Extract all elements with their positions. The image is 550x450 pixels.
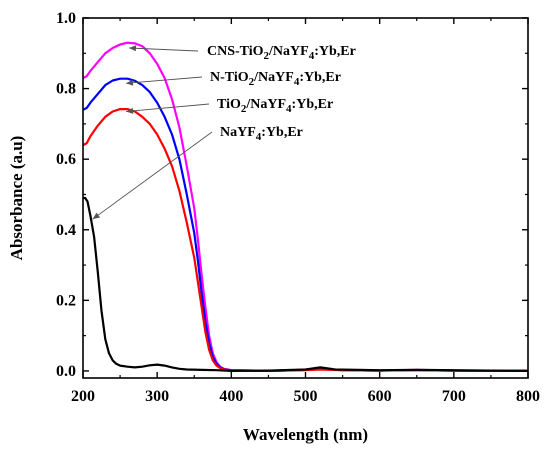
y-tick-label-0: 0.0 bbox=[56, 363, 76, 380]
x-axis-title: Wavelength (nm) bbox=[243, 425, 368, 444]
x-tick-label-2: 400 bbox=[219, 388, 243, 405]
x-tick-label-3: 500 bbox=[294, 388, 318, 405]
y-tick-label-5: 1.0 bbox=[56, 10, 76, 27]
series-lines bbox=[82, 41, 529, 372]
axes: 200 300 400 500 600 700 800 0.0 0.2 0.4 0.6 0.8 1.0 W… bbox=[7, 10, 540, 444]
legend-annotations: CNS-TiO2/NaYF4:Yb,Er N-TiO2/NaYF4:Yb,Er Ti… bbox=[92, 44, 356, 220]
legend-label-2: TiO2/NaYF4:Yb,Er bbox=[217, 97, 333, 115]
legend-label-0: CNS-TiO2/NaYF4:Yb,Er bbox=[207, 44, 356, 62]
x-tick-label-4: 600 bbox=[368, 388, 392, 405]
y-tick-label-1: 0.2 bbox=[56, 292, 76, 309]
x-tick-label-6: 800 bbox=[516, 388, 540, 405]
legend-arrowhead-0 bbox=[128, 45, 137, 52]
y-tick-label-4: 0.8 bbox=[56, 81, 76, 98]
series-line-3 bbox=[83, 196, 529, 372]
legend-label-1: N-TiO2/NaYF4:Yb,Er bbox=[210, 70, 341, 88]
legend-arrow-0 bbox=[128, 47, 199, 52]
legend-arrow-2 bbox=[125, 103, 210, 112]
y-tick-label-3: 0.6 bbox=[56, 151, 76, 168]
legend-arrowhead-1 bbox=[126, 79, 134, 86]
legend-arrow-3 bbox=[92, 131, 213, 220]
legend-arrowhead-3 bbox=[92, 212, 101, 220]
x-tick-label-1: 300 bbox=[145, 388, 169, 405]
series-line-2 bbox=[82, 107, 528, 372]
x-tick-label-0: 200 bbox=[71, 388, 95, 405]
legend-arrowhead-2 bbox=[126, 107, 134, 114]
y-tick-label-2: 0.4 bbox=[56, 222, 76, 239]
x-tick-label-5: 700 bbox=[442, 388, 466, 405]
legend-arrow-1 bbox=[125, 76, 203, 84]
y-axis-title: Absorbance (a.u) bbox=[7, 136, 26, 261]
legend-label-3: NaYF4:Yb,Er bbox=[220, 125, 303, 143]
